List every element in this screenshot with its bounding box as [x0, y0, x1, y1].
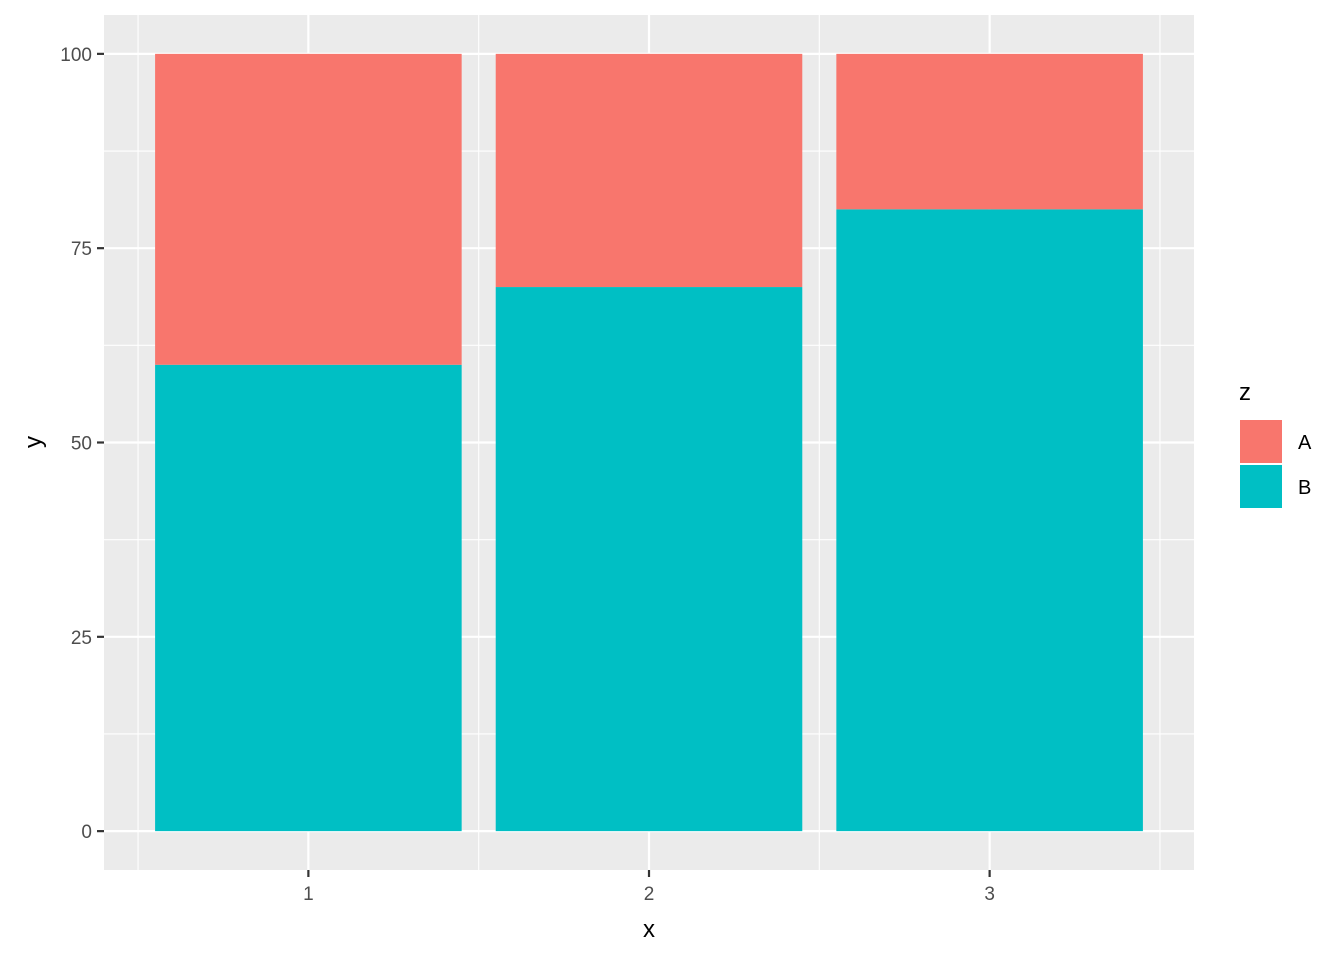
bar-A-1: [155, 53, 462, 365]
legend-label-A: A: [1298, 432, 1312, 454]
legend: z A B: [1239, 379, 1312, 508]
x-tick-label: 1: [303, 884, 314, 905]
bar-B-3: [836, 209, 1143, 832]
x-axis: 1 2 3: [303, 870, 995, 905]
legend-label-B: B: [1298, 477, 1311, 499]
y-tick-label: 75: [71, 239, 92, 260]
x-axis-title: x: [643, 916, 655, 943]
bars: [155, 53, 1143, 832]
bar-A-3: [836, 53, 1143, 210]
bar-B-1: [155, 364, 462, 832]
y-tick-label: 25: [71, 628, 92, 649]
x-tick-label: 2: [644, 884, 655, 905]
legend-key-B: [1240, 465, 1282, 508]
bar-A-2: [495, 53, 803, 288]
legend-key-A: [1240, 420, 1282, 463]
y-tick-label: 0: [81, 822, 92, 843]
y-tick-label: 100: [60, 45, 92, 66]
y-axis-title: y: [20, 436, 47, 448]
y-tick-label: 50: [71, 434, 92, 455]
bar-B-2: [495, 287, 803, 832]
y-axis: 0 25 50 75 100: [60, 45, 104, 843]
x-tick-label: 3: [984, 884, 995, 905]
legend-title: z: [1239, 379, 1251, 406]
